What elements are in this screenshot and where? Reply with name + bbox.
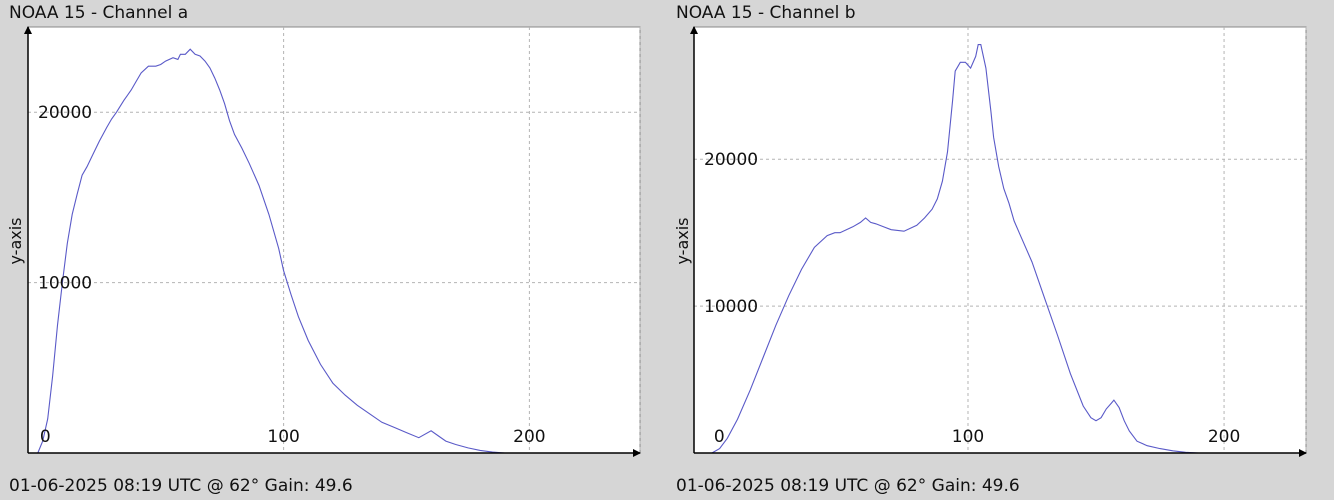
channel-b-chart: 0 100 200 10000 20000 y-axis bbox=[673, 26, 1307, 457]
y-axis-arrow bbox=[24, 26, 32, 34]
x-tick-label: 100 bbox=[952, 427, 984, 447]
y-axis-label: y-axis bbox=[6, 217, 25, 264]
y-axis-arrow bbox=[690, 26, 698, 34]
plot-area bbox=[27, 26, 641, 454]
data-series-line bbox=[37, 48, 505, 454]
channel-a-panel: NOAA 15 - Channel a 0 100 200 10000 20000 y-a… bbox=[6, 3, 641, 496]
data-series-line bbox=[711, 44, 1199, 454]
y-tick-label: 10000 bbox=[704, 297, 758, 317]
channel-a-chart: 0 100 200 10000 20000 y-axis bbox=[6, 26, 641, 457]
x-tick-label: 200 bbox=[1208, 427, 1240, 447]
x-tick-label: 100 bbox=[267, 427, 299, 447]
x-axis-arrow bbox=[1299, 449, 1307, 457]
plot-area bbox=[693, 26, 1307, 454]
channel-b-panel: NOAA 15 - Channel b 0 100 200 10000 20000 y-a… bbox=[667, 0, 1334, 500]
x-tick-label: 200 bbox=[513, 427, 545, 447]
status-footer: 01-06-2025 08:19 UTC @ 62° Gain: 49.6 bbox=[9, 476, 353, 496]
x-tick-label: 0 bbox=[714, 427, 725, 447]
status-footer: 01-06-2025 08:19 UTC @ 62° Gain: 49.6 bbox=[676, 476, 1020, 496]
y-axis-label: y-axis bbox=[673, 217, 692, 264]
y-tick-label: 10000 bbox=[38, 274, 92, 294]
y-tick-label: 20000 bbox=[704, 150, 758, 170]
x-tick-label: 0 bbox=[40, 427, 51, 447]
chart-title: NOAA 15 - Channel a bbox=[9, 3, 189, 23]
x-axis-arrow bbox=[633, 449, 641, 457]
y-tick-label: 20000 bbox=[38, 103, 92, 123]
chart-title: NOAA 15 - Channel b bbox=[676, 3, 856, 23]
